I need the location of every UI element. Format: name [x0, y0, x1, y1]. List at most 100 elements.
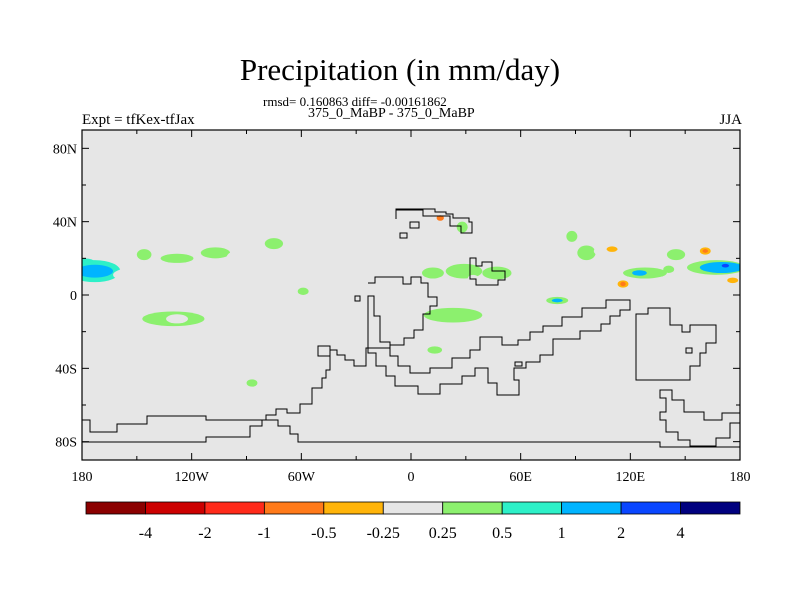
- coastline-africa-inlet: [317, 345, 331, 357]
- anomaly-region: [264, 238, 284, 250]
- case-label: 375_0_MaBP - 375_0_MaBP: [308, 106, 475, 121]
- anomaly-region: [425, 213, 448, 227]
- colorbar-swatch: [620, 501, 681, 515]
- experiment-label: Expt = tfKex-tfJax: [82, 112, 195, 128]
- anomaly-region: [82, 264, 114, 278]
- anomaly-region: [113, 267, 161, 283]
- season-label: JJA: [719, 112, 742, 128]
- y-tick-label: 80N: [53, 142, 77, 157]
- y-tick-label: 40S: [55, 362, 77, 377]
- x-tick-label: 120W: [175, 470, 210, 485]
- colorbar-swatch: [85, 501, 146, 515]
- coastline-south-america: [367, 295, 631, 396]
- coastline-island-a: [354, 295, 361, 302]
- anomaly-region: [727, 277, 739, 284]
- colorbar-label: -2: [198, 525, 211, 542]
- anomaly-region: [566, 230, 578, 242]
- colorbar-swatch: [263, 501, 325, 515]
- coastline-island-c: [514, 361, 523, 367]
- anomaly-region: [255, 262, 278, 273]
- anomaly-region: [663, 265, 675, 274]
- colorbar-swatch: [382, 501, 444, 515]
- anomaly-region: [632, 270, 647, 276]
- y-tick-label: 80S: [55, 436, 77, 451]
- colorbar-label: -4: [139, 525, 152, 542]
- anomaly-region: [699, 262, 740, 273]
- colorbar-label: 0.5: [492, 525, 512, 542]
- anomaly-region: [696, 274, 740, 286]
- coastline-africa: [82, 276, 438, 433]
- anomaly-region: [421, 267, 444, 279]
- coastline-antarctic-shelf: [82, 419, 740, 448]
- anomaly-region: [579, 297, 594, 307]
- anomaly-region: [619, 353, 624, 362]
- x-tick-label: 60E: [509, 470, 532, 485]
- anomaly-region: [83, 298, 143, 314]
- chart-title: Precipitation (in mm/day): [239, 52, 561, 87]
- colorbar-label: 2: [617, 525, 625, 542]
- anomaly-region: [551, 298, 563, 303]
- colorbar-swatch: [323, 501, 384, 515]
- coastline-southern-peninsula: [659, 389, 740, 447]
- anomaly-region: [702, 249, 709, 253]
- anomaly-region: [445, 263, 483, 279]
- anomaly-region: [620, 281, 626, 287]
- anomaly-region: [456, 221, 468, 233]
- anomaly-region: [149, 344, 172, 363]
- coastline-arabia-india: [469, 257, 506, 286]
- colorbar-label: 4: [677, 525, 685, 542]
- y-tick-label: 0: [70, 289, 77, 304]
- anomaly-region: [666, 249, 686, 261]
- anomaly-region: [226, 251, 242, 265]
- plot-background: [82, 130, 740, 460]
- anomaly-region: [246, 379, 258, 387]
- anomaly-region: [608, 291, 624, 299]
- anomaly-region: [606, 246, 618, 252]
- y-axis: 80N 40N 0 40S 80S: [53, 142, 740, 451]
- anomaly-region: [436, 215, 444, 221]
- colorbar-label: -0.25: [367, 525, 400, 542]
- colorbar-swatch: [501, 501, 563, 515]
- colorbar-swatch: [561, 501, 622, 515]
- colorbar-label: 1: [558, 525, 566, 542]
- rmsd-diff-stats: rmsd= 0.160863 diff= -0.00161862: [263, 94, 447, 109]
- anomaly-region: [604, 364, 613, 373]
- colorbar-swatch: [145, 501, 206, 515]
- anomaly-region: [237, 337, 267, 352]
- anomaly-region: [326, 238, 364, 253]
- x-tick-label: 120E: [616, 470, 646, 485]
- coastlines: [82, 208, 740, 448]
- coastline-eastern-block: [635, 307, 717, 381]
- coastline-balkan-block: [409, 221, 420, 229]
- anomaly-region: [297, 287, 309, 296]
- anomaly-region: [136, 249, 152, 261]
- colorbar: -4 -2 -1 -0.5 -0.25 0.25 0.5 1 2 4: [85, 501, 741, 542]
- anomaly-region: [427, 346, 443, 354]
- x-axis: 180 120W 60W 0 60E 120E 180: [72, 130, 751, 485]
- anomaly-region: [82, 368, 95, 380]
- y-tick-label: 40N: [53, 216, 77, 231]
- anomaly-region: [529, 232, 541, 240]
- colorbar-swatch: [680, 501, 741, 515]
- anomaly-region: [200, 247, 231, 259]
- anomaly-region: [451, 289, 499, 301]
- anomaly-region: [577, 245, 596, 261]
- anomaly-region: [423, 307, 483, 323]
- colorbar-label: -0.5: [311, 525, 336, 542]
- anomaly-region: [160, 253, 194, 263]
- anomaly-region: [688, 243, 740, 259]
- anomaly-field: [82, 213, 740, 387]
- colorbar-label: 0.25: [429, 525, 457, 542]
- coastline-island-b: [685, 347, 693, 354]
- coastline-europe: [395, 208, 473, 234]
- x-tick-label: 60W: [288, 470, 316, 485]
- anomaly-region: [166, 314, 189, 324]
- x-tick-label: 180: [730, 470, 751, 485]
- anomaly-region: [279, 273, 316, 284]
- x-tick-label: 0: [408, 470, 415, 485]
- anomaly-region: [208, 317, 231, 328]
- colorbar-swatch: [442, 501, 503, 515]
- x-tick-label: 180: [72, 470, 93, 485]
- colorbar-swatch: [204, 501, 265, 515]
